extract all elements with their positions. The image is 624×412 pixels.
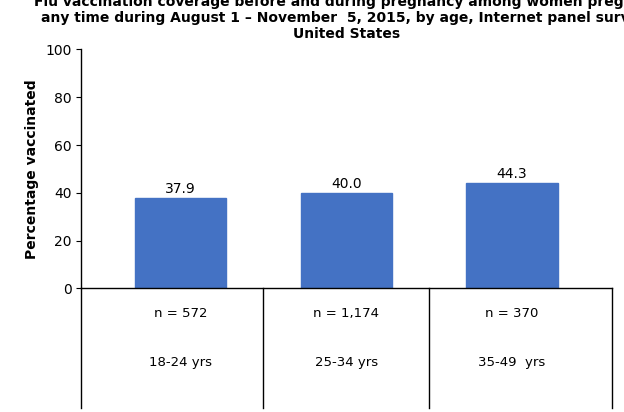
- Title: Flu vaccination coverage before and during pregnancy among women pregnant
any ti: Flu vaccination coverage before and duri…: [34, 0, 624, 41]
- Text: n = 370: n = 370: [485, 307, 539, 320]
- Y-axis label: Percentage vaccinated: Percentage vaccinated: [26, 79, 39, 259]
- Text: 18-24 yrs: 18-24 yrs: [149, 356, 212, 369]
- Bar: [135, 198, 226, 288]
- Text: n = 572: n = 572: [154, 307, 207, 320]
- Text: 25-34 yrs: 25-34 yrs: [314, 356, 378, 369]
- Text: 37.9: 37.9: [165, 182, 196, 196]
- Text: n = 1,174: n = 1,174: [313, 307, 379, 320]
- Bar: [467, 183, 558, 288]
- Text: 35-49  yrs: 35-49 yrs: [479, 356, 546, 369]
- Text: 44.3: 44.3: [497, 167, 527, 181]
- Text: 40.0: 40.0: [331, 177, 362, 191]
- Bar: [301, 193, 392, 288]
